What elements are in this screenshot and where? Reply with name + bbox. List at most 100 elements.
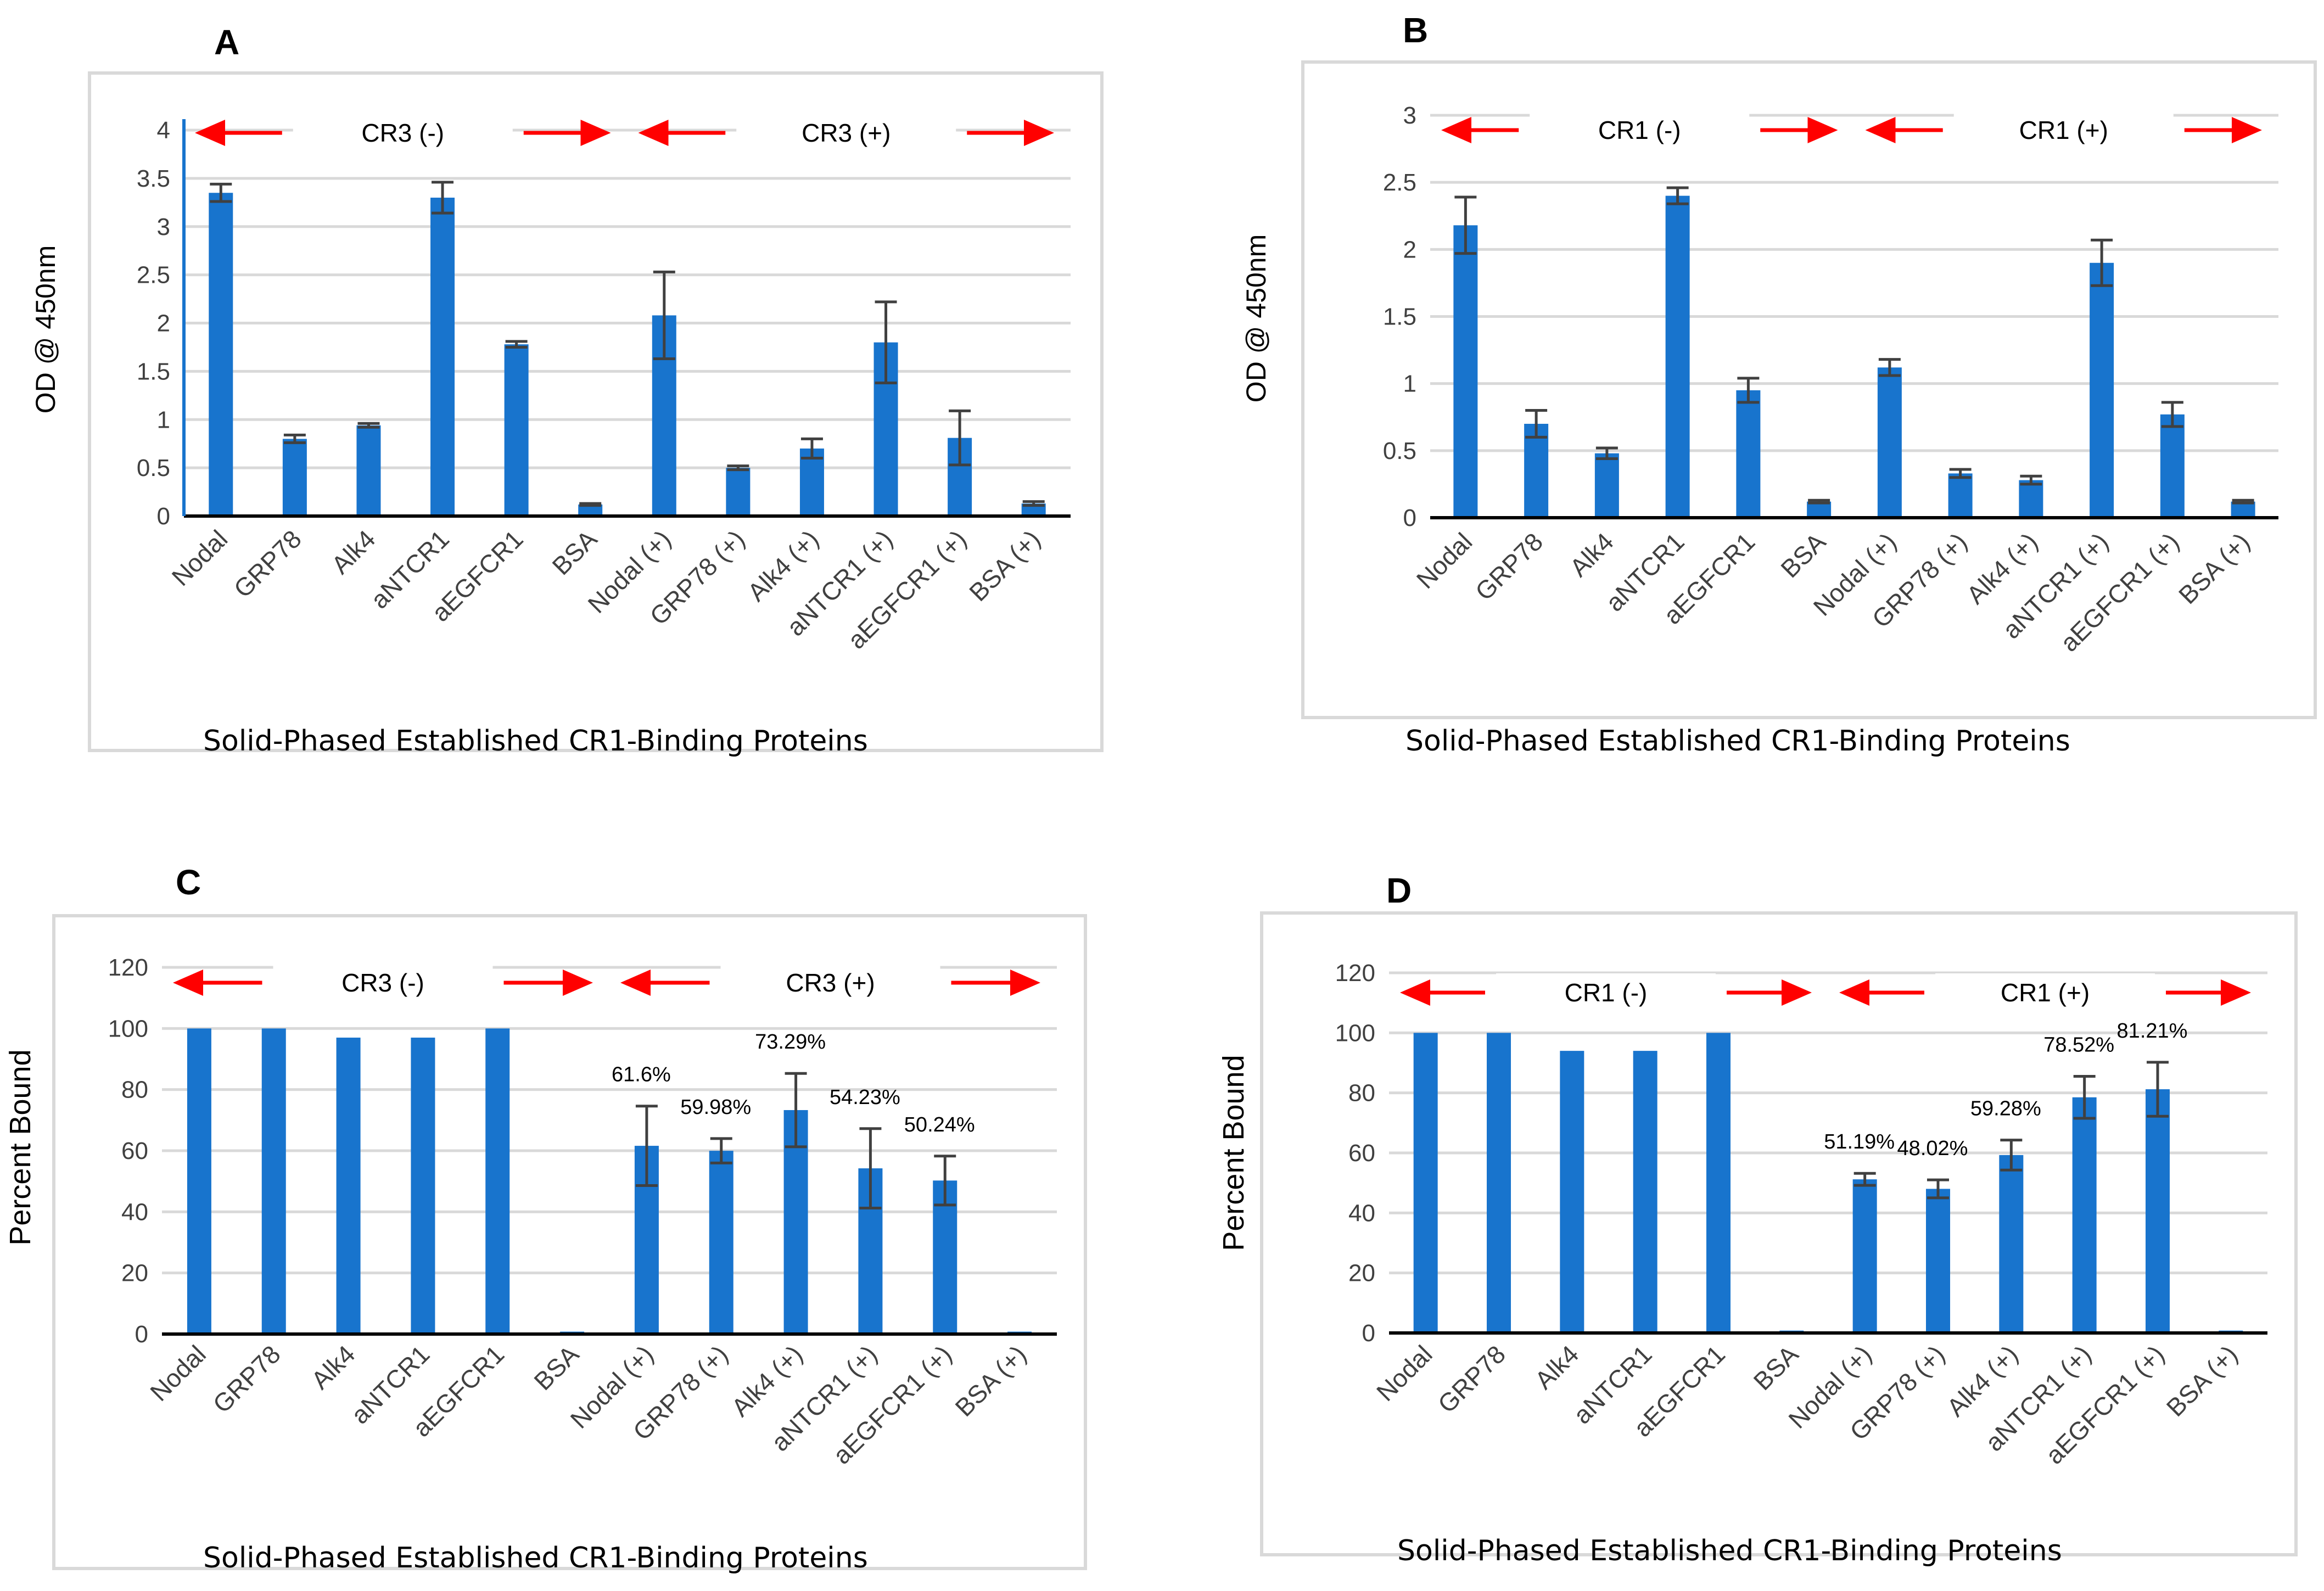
bar bbox=[2146, 1089, 2170, 1333]
x-tick-label: GRP78 bbox=[1432, 1340, 1511, 1418]
y-tick-label: 0 bbox=[1403, 505, 1416, 531]
x-tick-label: GRP78 bbox=[228, 524, 307, 603]
group-label-backdrop bbox=[1935, 973, 2155, 1012]
x-tick-label: BSA (+) bbox=[949, 1340, 1032, 1422]
y-tick-label: 20 bbox=[1348, 1260, 1375, 1287]
y-axis-label: Percent Bound bbox=[1217, 1055, 1250, 1251]
x-tick-label: BSA bbox=[546, 524, 602, 580]
bar bbox=[2019, 480, 2043, 518]
y-tick-label: 60 bbox=[121, 1138, 148, 1164]
bar bbox=[1524, 423, 1549, 518]
data-label: 54.23% bbox=[830, 1086, 900, 1109]
x-caption-c: Solid-Phased Established CR1-Binding Pro… bbox=[203, 1542, 868, 1575]
bar bbox=[336, 1038, 361, 1334]
y-tick-label: 4 bbox=[157, 117, 170, 144]
bar bbox=[1999, 1155, 2024, 1333]
y-tick-label: 1.5 bbox=[1383, 304, 1416, 330]
panel-frame-a bbox=[88, 71, 1104, 752]
arrow-left-head bbox=[1400, 979, 1430, 1006]
y-tick-label: 3 bbox=[1403, 102, 1416, 129]
y-tick-label: 0.5 bbox=[137, 455, 170, 481]
bar bbox=[1706, 1033, 1731, 1333]
panel-frame-c bbox=[52, 914, 1087, 1570]
y-tick-label: 60 bbox=[1348, 1140, 1375, 1167]
bar bbox=[1665, 195, 1690, 518]
y-tick-label: 120 bbox=[1335, 960, 1375, 987]
bar bbox=[1413, 1033, 1438, 1333]
bar bbox=[1852, 1179, 1877, 1333]
bar bbox=[726, 468, 751, 516]
arrow-left-head bbox=[638, 120, 669, 146]
y-tick-label: 2.5 bbox=[1383, 169, 1416, 196]
y-tick-label: 120 bbox=[108, 954, 148, 981]
y-tick-label: 80 bbox=[1348, 1080, 1375, 1107]
y-tick-label: 3.5 bbox=[137, 165, 170, 192]
y-tick-label: 1 bbox=[157, 406, 170, 433]
group-label-backdrop bbox=[736, 114, 956, 152]
group-label-backdrop bbox=[1530, 111, 1750, 149]
bar bbox=[1453, 225, 1478, 518]
arrow-left-head bbox=[1839, 979, 1869, 1006]
arrow-right-head bbox=[2221, 979, 2251, 1006]
y-tick-label: 100 bbox=[1335, 1019, 1375, 1046]
panel-letter-a: A bbox=[214, 23, 240, 62]
bar bbox=[1594, 453, 1619, 518]
bar bbox=[504, 344, 529, 516]
group-label: CR1 (-) bbox=[1598, 116, 1681, 144]
group-label: CR3 (+) bbox=[802, 119, 891, 147]
x-tick-label: GRP78 bbox=[1470, 527, 1548, 606]
x-tick-label: Alk4 bbox=[326, 524, 380, 579]
x-caption-a: Solid-Phased Established CR1-Binding Pro… bbox=[203, 725, 868, 758]
y-tick-label: 1.5 bbox=[137, 358, 170, 385]
arrow-left-head bbox=[1865, 117, 1896, 143]
group-label: CR1 (+) bbox=[2019, 116, 2108, 144]
y-tick-label: 20 bbox=[121, 1260, 148, 1287]
arrow-left-head bbox=[620, 970, 651, 996]
y-tick-label: 2.5 bbox=[137, 262, 170, 289]
y-axis-label: Percent Bound bbox=[4, 1049, 37, 1245]
y-tick-label: 3 bbox=[157, 214, 170, 240]
group-label: CR3 (-) bbox=[361, 119, 444, 147]
x-tick-label: Nodal bbox=[1411, 527, 1478, 594]
x-tick-label: Alk4 bbox=[1564, 527, 1619, 582]
y-axis-label: OD @ 450nm bbox=[1241, 234, 1272, 402]
bar bbox=[187, 1028, 211, 1334]
arrow-right-head bbox=[580, 120, 611, 146]
x-tick-label: BSA (+) bbox=[2173, 527, 2255, 609]
bar bbox=[799, 448, 824, 516]
bar bbox=[282, 439, 307, 516]
x-tick-label: BSA bbox=[528, 1340, 584, 1396]
x-tick-label: BSA (+) bbox=[2161, 1340, 2243, 1422]
y-tick-label: 0 bbox=[157, 503, 170, 530]
bar bbox=[1633, 1051, 1657, 1333]
x-tick-label: BSA bbox=[1775, 527, 1831, 583]
bar bbox=[1926, 1189, 1950, 1333]
bar bbox=[578, 504, 603, 516]
data-label: 59.98% bbox=[680, 1096, 751, 1119]
panel-letter-d: D bbox=[1386, 871, 1412, 910]
arrow-right-head bbox=[1024, 120, 1054, 146]
y-tick-label: 100 bbox=[108, 1015, 148, 1042]
group-label-backdrop bbox=[273, 963, 493, 1002]
bar bbox=[2160, 414, 2185, 518]
x-caption-b: Solid-Phased Established CR1-Binding Pro… bbox=[1405, 725, 2070, 758]
panel-letter-b: B bbox=[1403, 10, 1429, 50]
arrow-right-head bbox=[1010, 970, 1040, 996]
group-label-backdrop bbox=[1953, 111, 2174, 149]
group-label-backdrop bbox=[293, 114, 513, 152]
x-tick-label: BSA bbox=[1748, 1340, 1804, 1396]
group-label-backdrop bbox=[1496, 973, 1716, 1012]
bar bbox=[709, 1151, 733, 1334]
bar bbox=[209, 193, 233, 516]
y-tick-label: 2 bbox=[157, 310, 170, 337]
data-label: 81.21% bbox=[2117, 1019, 2188, 1043]
arrow-right-head bbox=[1782, 979, 1812, 1006]
bar bbox=[356, 425, 381, 516]
bar bbox=[2090, 262, 2114, 518]
arrow-right-head bbox=[2232, 117, 2262, 143]
group-label: CR1 (-) bbox=[1565, 978, 1648, 1007]
arrow-left-head bbox=[1441, 117, 1471, 143]
bar bbox=[1736, 390, 1761, 518]
